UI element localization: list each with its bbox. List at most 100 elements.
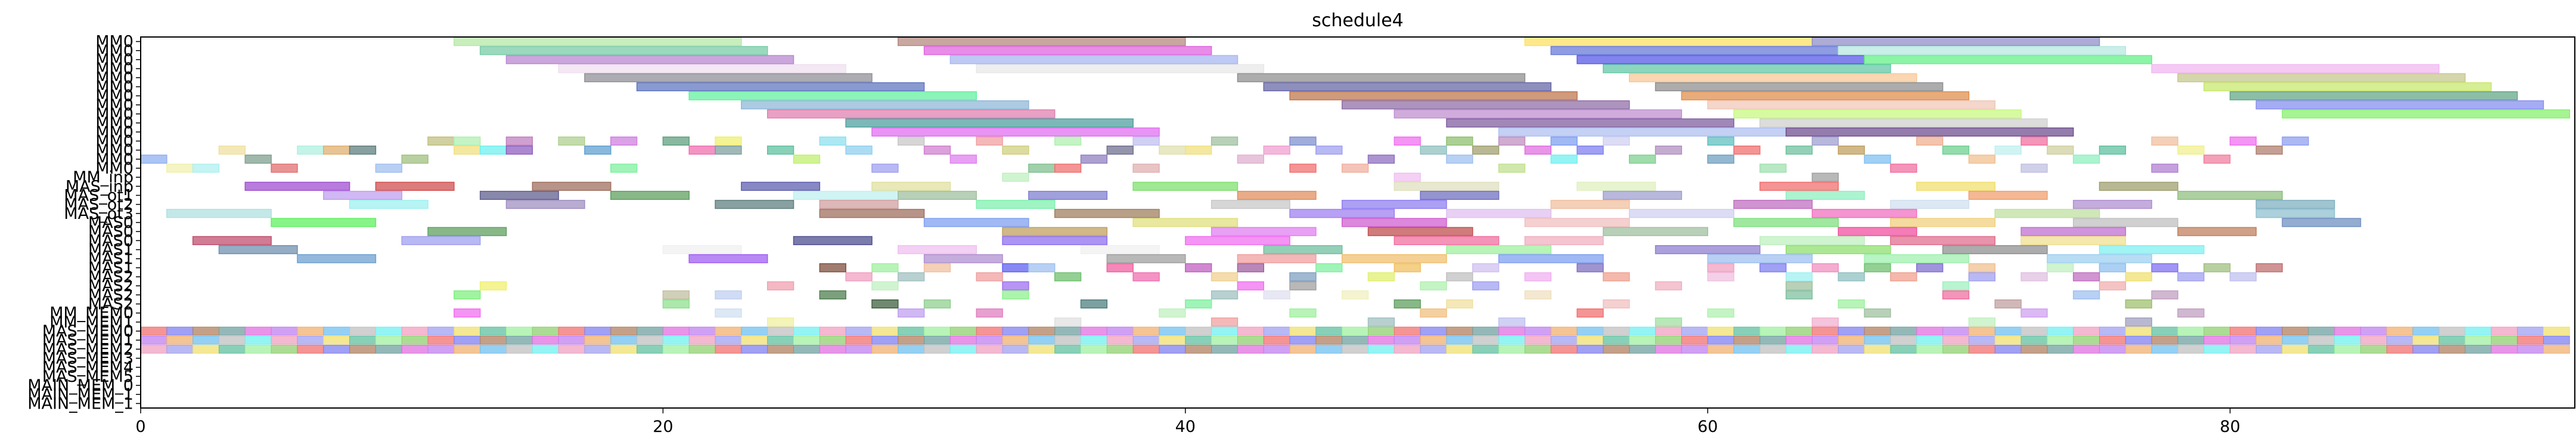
task-bar — [1498, 317, 1526, 327]
y-tick-label: MAS_ot3 — [64, 205, 134, 223]
task-bar — [2229, 136, 2257, 146]
task-bar — [1524, 146, 1552, 155]
y-tick-label: MM0 — [95, 105, 134, 123]
task-bar — [2203, 263, 2231, 273]
task-bar — [949, 326, 977, 336]
task-bar — [375, 163, 402, 173]
task-bar — [688, 335, 716, 345]
task-bar — [1576, 55, 1865, 64]
task-bar — [1420, 345, 1447, 354]
task-bar — [1393, 335, 1421, 345]
task-bar — [1498, 127, 1787, 137]
task-bar — [1838, 299, 1865, 309]
task-bar — [193, 345, 219, 354]
task-bar — [375, 335, 402, 345]
task-bar — [1890, 200, 1970, 209]
task-bar — [2177, 335, 2205, 345]
task-bar — [2125, 272, 2152, 282]
task-bar — [2125, 317, 2152, 327]
task-bar — [349, 335, 376, 345]
task-bar — [2334, 345, 2361, 354]
task-bar — [2047, 263, 2074, 273]
task-bar — [610, 190, 690, 200]
y-tick-label: MAS2 — [88, 295, 134, 314]
task-bar — [1785, 272, 1813, 282]
task-bar — [2230, 326, 2257, 336]
task-bar — [1289, 335, 1317, 345]
task-bar — [1393, 345, 1421, 354]
task-bar — [1838, 46, 2127, 55]
task-bar — [662, 290, 690, 299]
chart-title: schedule4 — [1312, 10, 1404, 31]
task-bar — [976, 345, 1003, 354]
task-bar — [1524, 37, 1813, 47]
task-bar — [1393, 172, 1421, 182]
task-bar — [871, 163, 899, 173]
task-bar — [715, 136, 742, 146]
task-bar — [1603, 335, 1630, 345]
task-bar — [1185, 345, 1212, 354]
task-bar — [1838, 326, 1865, 336]
task-bar — [793, 154, 821, 164]
task-bar — [871, 326, 899, 336]
task-bar — [1550, 335, 1578, 345]
task-bar — [1628, 154, 1656, 164]
task-bar — [1785, 190, 1865, 200]
task-bar — [1028, 335, 1056, 345]
task-bar — [2099, 245, 2205, 255]
task-bar — [976, 335, 1003, 345]
task-bar — [1628, 73, 1917, 82]
task-bar — [2125, 326, 2152, 336]
task-bar — [2021, 345, 2048, 354]
task-bar — [1132, 181, 1239, 191]
task-bar — [1002, 290, 1029, 299]
y-tick-label: MAS_ot1 — [64, 186, 134, 205]
task-bar — [1994, 326, 2022, 336]
task-bar — [1811, 263, 1839, 273]
task-bar — [819, 200, 899, 209]
y-tick-label: MM0 — [95, 132, 134, 150]
task-bar — [766, 146, 794, 155]
task-bar — [2151, 163, 2178, 173]
task-bar — [1838, 146, 1865, 155]
task-bar — [1054, 345, 1082, 354]
task-bar — [1576, 345, 1604, 354]
task-bar — [1289, 91, 1578, 101]
task-bar — [558, 335, 585, 345]
task-bar — [924, 335, 951, 345]
task-bar — [1916, 326, 1944, 336]
task-bar — [297, 146, 324, 155]
task-bar — [218, 146, 246, 155]
task-bar — [1681, 91, 1970, 101]
task-bar — [1942, 335, 1969, 345]
task-bar — [1968, 335, 1995, 345]
task-bar — [1733, 200, 1813, 209]
task-bar — [505, 200, 585, 209]
task-bar — [1550, 326, 1578, 336]
task-bar — [793, 335, 820, 345]
y-tick-label: MAIN_MEM_1 — [27, 394, 134, 413]
y-tick-label: MM_MEM1 — [49, 313, 134, 332]
task-bar — [1681, 345, 1708, 354]
task-bar — [140, 326, 167, 336]
task-bar — [1890, 272, 1917, 282]
task-bar — [1603, 345, 1630, 354]
y-tick-label: MAS2 — [88, 268, 134, 286]
task-bar — [2491, 326, 2518, 336]
task-bar — [1498, 254, 1604, 264]
y-tick-label: MAS_MEM1 — [42, 331, 134, 350]
task-bar — [1994, 345, 2022, 354]
task-bar — [1028, 263, 1056, 273]
task-bar — [2099, 263, 2127, 273]
task-bar — [1707, 154, 1734, 164]
task-bar — [949, 335, 977, 345]
task-bar — [1002, 227, 1108, 236]
task-bar — [688, 326, 716, 336]
task-bar — [766, 281, 794, 291]
task-bar — [662, 299, 690, 309]
task-bar — [1785, 290, 1813, 299]
task-bar — [793, 326, 820, 336]
task-bar — [1655, 345, 1682, 354]
task-bar — [871, 181, 951, 191]
task-bar — [2151, 335, 2178, 345]
